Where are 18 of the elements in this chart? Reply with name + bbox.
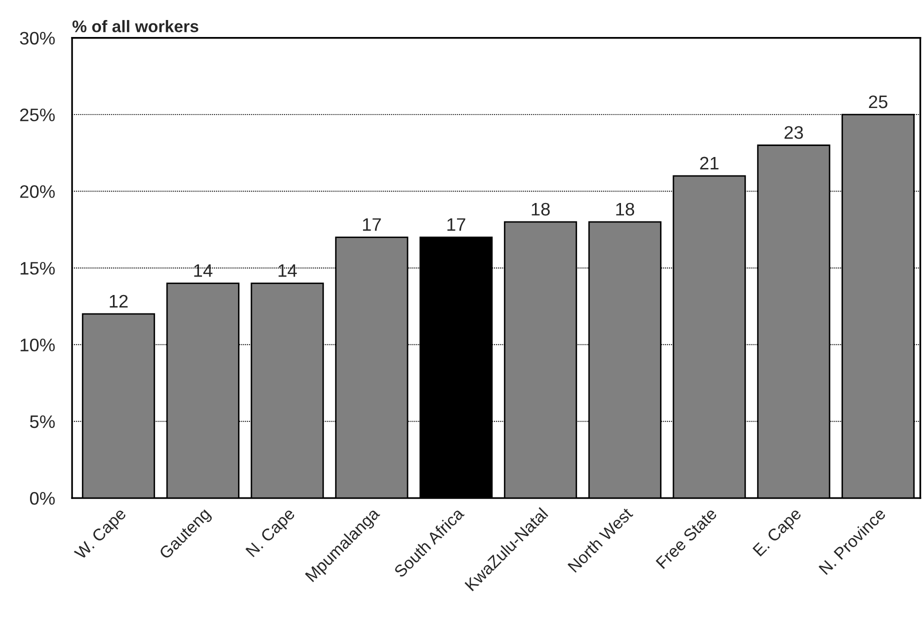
- y-axis-title: % of all workers: [72, 20, 198, 32]
- y-tick-label: 10%: [20, 338, 55, 352]
- data-label: 14: [278, 264, 297, 277]
- y-tick-label: 20%: [20, 185, 55, 198]
- data-label: 21: [700, 156, 718, 170]
- y-tick-label: 30%: [20, 32, 55, 45]
- data-label: 14: [194, 264, 212, 277]
- y-tick-label: 25%: [20, 108, 55, 122]
- y-tick-label: 15%: [20, 262, 55, 275]
- data-label: 18: [616, 202, 634, 216]
- data-label: 17: [447, 218, 466, 231]
- y-tick-label: 0%: [30, 492, 55, 505]
- data-label: 25: [868, 95, 888, 108]
- data-label: 12: [110, 294, 128, 308]
- data-label: 18: [532, 202, 550, 216]
- data-label: 23: [784, 126, 803, 139]
- y-tick-label: 5%: [30, 415, 55, 428]
- data-label: 17: [363, 218, 381, 231]
